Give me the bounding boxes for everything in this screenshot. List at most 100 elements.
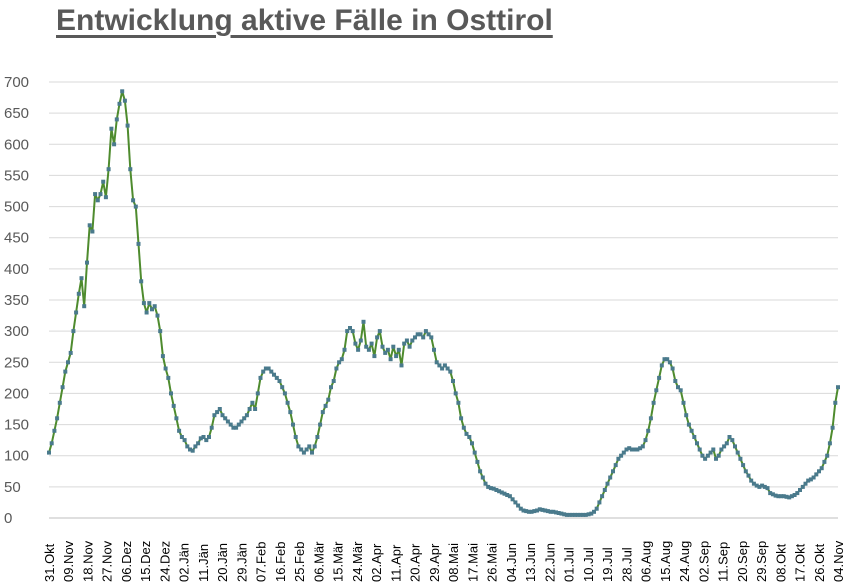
- data-point: [605, 481, 610, 486]
- data-point: [478, 469, 483, 474]
- data-point: [234, 425, 239, 430]
- x-tick-label: 20.Apr: [408, 543, 423, 582]
- data-point: [608, 475, 613, 480]
- data-point: [299, 447, 304, 452]
- data-point: [426, 332, 431, 337]
- x-tick-label: 29.Sep: [754, 541, 769, 582]
- data-point: [719, 447, 724, 452]
- data-point: [819, 466, 824, 471]
- data-point: [483, 481, 488, 486]
- data-point: [217, 407, 222, 411]
- data-point: [521, 508, 526, 513]
- data-point: [128, 167, 133, 172]
- data-point: [277, 379, 282, 383]
- data-point: [269, 369, 274, 374]
- data-point: [375, 335, 380, 340]
- x-tick-label: 06.Mär: [311, 541, 326, 582]
- data-point: [613, 463, 618, 468]
- data-point: [464, 431, 469, 436]
- data-point: [768, 491, 773, 496]
- data-point: [573, 512, 577, 517]
- data-point: [513, 500, 518, 505]
- data-point: [163, 366, 168, 371]
- data-point: [71, 329, 76, 334]
- data-point: [518, 506, 523, 511]
- data-point: [754, 483, 759, 488]
- data-point: [532, 509, 537, 514]
- data-point: [727, 435, 732, 439]
- data-point: [808, 477, 813, 482]
- y-tick-label: 250: [4, 354, 29, 371]
- data-point: [339, 357, 344, 362]
- data-point: [147, 301, 152, 306]
- data-point: [700, 453, 705, 458]
- data-point: [358, 338, 363, 343]
- data-point: [554, 510, 558, 515]
- data-point: [616, 456, 621, 461]
- data-point: [578, 512, 583, 517]
- data-point: [418, 332, 423, 337]
- x-tick-label: 26.Okt: [812, 543, 827, 582]
- data-point: [95, 198, 100, 203]
- x-tick-label: 29.Apr: [427, 543, 442, 582]
- x-tick-label: 07.Feb: [254, 542, 269, 582]
- data-point: [738, 456, 743, 461]
- data-point: [158, 329, 163, 334]
- x-tick-label: 15.Mär: [331, 541, 346, 582]
- data-point: [459, 416, 464, 421]
- data-point: [825, 453, 830, 458]
- data-point: [432, 347, 436, 352]
- data-point: [507, 494, 512, 499]
- data-point: [49, 441, 54, 446]
- data-point: [63, 369, 68, 374]
- data-point: [803, 481, 808, 486]
- data-point: [456, 400, 461, 405]
- data-point: [223, 416, 228, 421]
- data-point: [619, 453, 624, 458]
- x-tick-label: 24.Dez: [157, 541, 172, 582]
- data-point: [79, 276, 84, 281]
- y-tick-label: 200: [4, 385, 29, 402]
- data-point: [106, 167, 111, 172]
- data-point: [166, 375, 171, 380]
- data-point: [762, 484, 767, 489]
- data-point: [564, 512, 569, 517]
- data-point: [524, 509, 529, 514]
- data-point: [592, 509, 596, 514]
- data-point: [329, 385, 333, 390]
- x-tick-label: 24.Aug: [677, 541, 692, 582]
- x-tick-label: 01.Jul: [562, 547, 577, 582]
- data-point: [730, 438, 735, 443]
- data-point: [638, 446, 643, 451]
- x-tick-label: 28.Jul: [619, 547, 634, 582]
- data-point: [133, 204, 138, 209]
- data-point: [602, 488, 607, 492]
- data-point: [662, 357, 667, 362]
- data-point: [640, 444, 645, 449]
- data-point: [93, 192, 98, 197]
- data-point: [109, 126, 114, 131]
- data-point: [491, 486, 496, 491]
- data-point: [103, 195, 108, 200]
- data-point: [684, 413, 689, 418]
- data-point: [120, 89, 125, 94]
- data-point: [488, 486, 493, 491]
- data-point: [627, 446, 632, 451]
- data-point: [822, 459, 827, 464]
- data-point: [47, 450, 51, 455]
- x-tick-label: 08.Okt: [773, 543, 788, 582]
- data-point: [380, 344, 385, 349]
- data-point: [141, 301, 146, 306]
- data-point: [364, 344, 369, 349]
- data-point: [320, 410, 325, 415]
- data-point: [635, 447, 640, 452]
- data-point: [760, 483, 765, 488]
- data-point: [743, 469, 748, 474]
- data-point: [212, 413, 217, 418]
- data-point: [440, 366, 445, 371]
- data-point: [261, 369, 266, 374]
- data-point: [798, 488, 802, 492]
- data-point: [410, 338, 415, 343]
- data-point: [516, 503, 521, 508]
- x-tick-label: 10.Jul: [581, 547, 596, 582]
